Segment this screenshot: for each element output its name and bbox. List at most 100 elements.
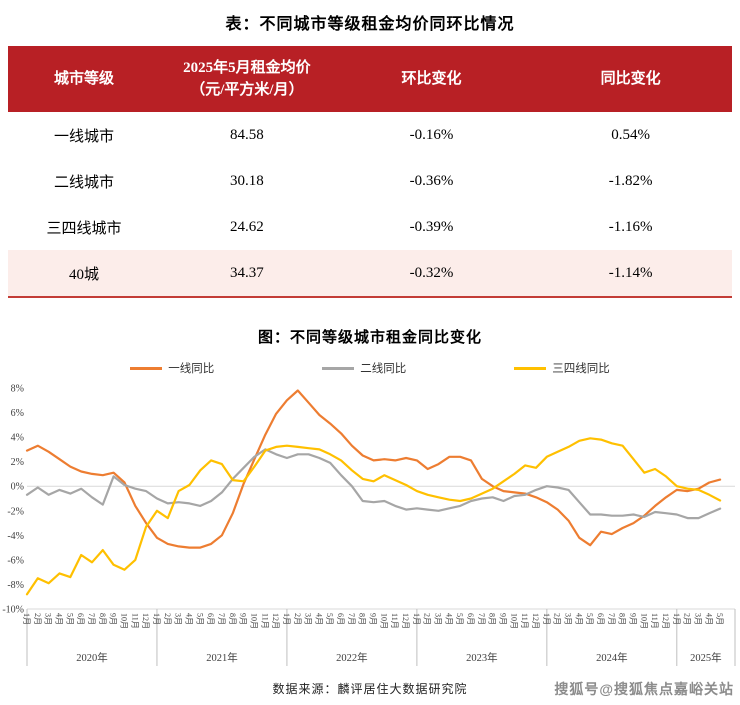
svg-text:4月: 4月 [54, 613, 63, 625]
svg-text:2023年: 2023年 [466, 651, 498, 664]
svg-text:1月: 1月 [152, 613, 161, 625]
cell-mom: -0.39% [409, 218, 454, 235]
tier1-line-swatch [130, 366, 163, 370]
cell-yoy: -1.16% [608, 218, 653, 235]
svg-text:1月: 1月 [672, 613, 681, 625]
svg-text:11月: 11月 [520, 613, 529, 629]
svg-text:1月: 1月 [542, 613, 551, 625]
svg-text:6月: 6月 [76, 613, 85, 625]
legend-item-tier2: 二线同比 [322, 360, 406, 376]
svg-text:1月: 1月 [282, 613, 291, 625]
svg-text:10月: 10月 [249, 613, 258, 629]
svg-text:8%: 8% [11, 384, 24, 395]
svg-text:6月: 6月 [336, 613, 345, 625]
svg-text:10月: 10月 [379, 613, 388, 629]
table-row: 一线城市 84.58 -0.16% 0.54% [8, 112, 732, 158]
cell-price: 84.58 [230, 126, 264, 143]
table-title: 表：不同城市等级租金均价同环比情况 [225, 16, 515, 33]
svg-text:8月: 8月 [98, 613, 107, 625]
svg-text:10月: 10月 [119, 613, 128, 629]
svg-text:5月: 5月 [325, 613, 334, 625]
svg-text:12月: 12月 [661, 613, 670, 629]
svg-text:2月: 2月 [33, 613, 42, 625]
cell-mom: -0.32% [409, 264, 454, 281]
svg-text:8月: 8月 [618, 613, 627, 625]
svg-text:12月: 12月 [141, 613, 150, 629]
chart-title: 图：不同等级城市租金同比变化 [257, 330, 482, 346]
svg-text:6月: 6月 [596, 613, 605, 625]
cell-mom: -0.36% [409, 172, 454, 189]
svg-text:7月: 7月 [87, 613, 96, 625]
svg-text:-8%: -8% [7, 580, 24, 591]
svg-text:-6%: -6% [7, 555, 24, 566]
cell-price: 34.37 [230, 264, 264, 281]
col-header-mom-change: 环比变化 [401, 70, 462, 87]
svg-text:9月: 9月 [628, 613, 637, 625]
legend-label: 二线同比 [360, 363, 407, 375]
svg-text:7月: 7月 [347, 613, 356, 625]
col-header-yoy-change: 同比变化 [600, 70, 661, 87]
svg-text:11月: 11月 [390, 613, 399, 629]
svg-text:2月: 2月 [423, 613, 432, 625]
svg-text:2024年: 2024年 [596, 651, 628, 664]
tier2-line-swatch [322, 366, 355, 370]
svg-text:8月: 8月 [228, 613, 237, 625]
svg-text:4月: 4月 [314, 613, 323, 625]
svg-text:0%: 0% [11, 482, 24, 493]
tier34-line-swatch [514, 366, 547, 370]
svg-text:4月: 4月 [704, 613, 713, 625]
legend-label: 一线同比 [168, 363, 215, 375]
svg-text:9月: 9月 [239, 613, 248, 625]
cell-mom: -0.16% [409, 126, 454, 143]
rent-price-table: 城市等级 2025年5月租金均价 （元/平方米/月） 环比变化 同比变化 一线城… [8, 46, 732, 298]
svg-text:5月: 5月 [585, 613, 594, 625]
svg-text:1月: 1月 [22, 613, 31, 625]
svg-text:10月: 10月 [639, 613, 648, 629]
svg-text:11月: 11月 [260, 613, 269, 629]
col-header-city-tier: 城市等级 [54, 70, 115, 87]
legend-item-tier34: 三四线同比 [514, 360, 610, 376]
svg-text:3月: 3月 [693, 613, 702, 625]
line-chart: 8% 6% 4% 2% 0% -2% -4% -6% -8% -10% 2020年 1月 2月 3月 4月 5… [0, 378, 740, 679]
svg-text:11月: 11月 [130, 613, 139, 629]
svg-text:3月: 3月 [564, 613, 573, 625]
cell-tier: 三四线城市 [46, 220, 122, 237]
watermark: 搜狐号@搜狐焦点嘉峪关站 [554, 681, 734, 697]
svg-text:2020年: 2020年 [76, 651, 108, 664]
svg-text:6月: 6月 [466, 613, 475, 625]
svg-text:10月: 10月 [509, 613, 518, 629]
table-row: 二线城市 30.18 -0.36% -1.82% [8, 158, 732, 204]
svg-text:12月: 12月 [271, 613, 280, 629]
svg-text:2025年: 2025年 [690, 651, 722, 664]
svg-text:7月: 7月 [217, 613, 226, 625]
legend-item-tier1: 一线同比 [130, 360, 214, 376]
svg-text:-2%: -2% [7, 506, 24, 517]
svg-text:11月: 11月 [650, 613, 659, 629]
svg-text:2月: 2月 [163, 613, 172, 625]
svg-text:-10%: -10% [2, 605, 24, 616]
data-source-note: 数据来源：麟评居住大数据研究院 [272, 682, 468, 696]
svg-text:3月: 3月 [434, 613, 443, 625]
svg-text:9月: 9月 [499, 613, 508, 625]
svg-text:9月: 9月 [369, 613, 378, 625]
svg-text:3月: 3月 [304, 613, 313, 625]
svg-text:8月: 8月 [488, 613, 497, 625]
svg-text:2月: 2月 [553, 613, 562, 625]
svg-text:4月: 4月 [444, 613, 453, 625]
table-row-highlight: 40城 34.37 -0.32% -1.14% [8, 250, 732, 297]
cell-yoy: -1.82% [608, 172, 653, 189]
chart-legend: 一线同比 二线同比 三四线同比 [0, 360, 740, 376]
cell-yoy: 0.54% [611, 126, 650, 143]
svg-text:-4%: -4% [7, 531, 24, 542]
svg-text:7月: 7月 [607, 613, 616, 625]
svg-text:5月: 5月 [455, 613, 464, 625]
svg-text:12月: 12月 [401, 613, 410, 629]
svg-text:1月: 1月 [412, 613, 421, 625]
svg-text:8月: 8月 [358, 613, 367, 625]
svg-text:2月: 2月 [683, 613, 692, 625]
svg-text:12月: 12月 [531, 613, 540, 629]
col-header-avg-rent: 2025年5月租金均价 （元/平方米/月） [183, 59, 311, 99]
cell-tier: 一线城市 [54, 128, 115, 145]
svg-text:5月: 5月 [195, 613, 204, 625]
